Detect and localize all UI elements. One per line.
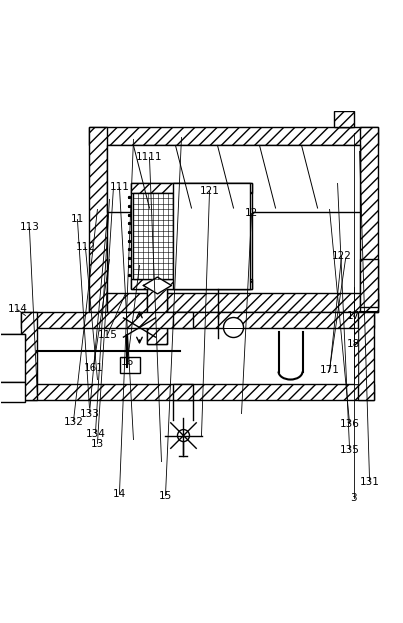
Text: 11: 11 [71,214,84,224]
Text: 13: 13 [91,439,104,449]
Bar [21,312,374,328]
Bar [131,183,251,193]
Text: 18: 18 [347,338,360,348]
Bar [120,357,140,373]
Text: 133: 133 [79,409,100,419]
Bar [21,384,374,399]
Bar [89,127,378,145]
Bar [359,259,378,308]
Polygon shape [143,277,172,294]
Circle shape [224,318,243,338]
Bar [131,183,251,290]
Bar [353,328,357,384]
Bar [21,312,37,399]
Text: 15: 15 [159,490,172,501]
Bar [336,112,351,127]
Text: 136: 136 [340,419,359,429]
Bar [89,127,108,312]
Text: 122: 122 [332,251,351,261]
Bar [147,290,168,343]
Bar [334,112,353,127]
Bar [173,312,193,328]
Text: 113: 113 [19,222,39,232]
Text: 121: 121 [199,186,220,196]
Bar [131,280,251,290]
Bar [108,145,359,212]
Text: 115: 115 [98,330,117,340]
Text: 131: 131 [359,477,380,487]
Text: 3: 3 [350,493,357,503]
Text: 111: 111 [110,183,129,193]
Bar [173,183,249,290]
Bar [359,127,378,312]
Text: 12: 12 [245,209,258,219]
Text: 135: 135 [340,445,359,455]
Text: 134: 134 [85,429,105,439]
Text: 114: 114 [8,305,27,315]
Text: 161: 161 [83,363,104,373]
Bar [357,312,374,399]
Text: 171: 171 [320,364,339,374]
Text: 16: 16 [121,357,134,367]
Bar [147,290,168,343]
Circle shape [177,430,189,442]
Text: 1111: 1111 [136,153,163,163]
Bar [133,193,173,280]
Bar [173,384,193,399]
Text: 132: 132 [64,417,83,427]
Bar [89,293,378,312]
Bar [0,382,25,402]
Text: 14: 14 [113,488,126,498]
Bar [0,333,25,340]
Bar [0,333,25,382]
Text: 112: 112 [75,242,96,252]
Text: 17: 17 [347,312,360,321]
